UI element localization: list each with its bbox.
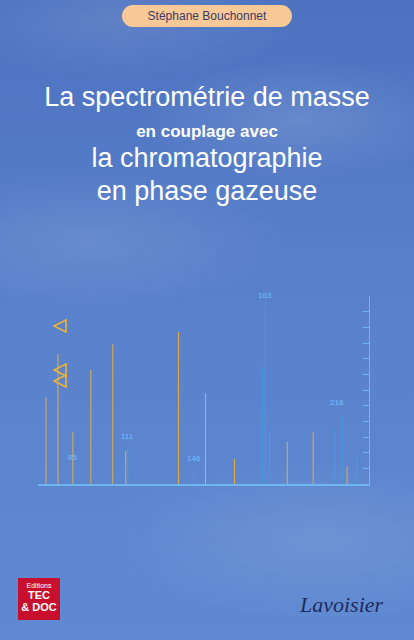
html-text:en couplage avec: en couplage avec — [136, 122, 278, 141]
html-text:Stéphane Bouchonnet: Stéphane Bouchonnet — [147, 9, 267, 23]
svg-text:111: 111 — [121, 432, 134, 441]
html-text:& DOC: & DOC — [21, 601, 57, 613]
html-text:Editions: Editions — [26, 582, 52, 589]
svg-text:163: 163 — [258, 291, 272, 300]
svg-text:85: 85 — [68, 453, 77, 462]
svg-text:218: 218 — [330, 398, 344, 407]
html-text:Lavoisier: Lavoisier — [300, 592, 384, 617]
html-text:en phase gazeuse: en phase gazeuse — [96, 176, 318, 206]
html-text:La spectrométrie de masse: La spectrométrie de masse — [44, 82, 370, 112]
html-text:la chromatographie: la chromatographie — [91, 143, 323, 173]
html-text:TEC: TEC — [28, 589, 50, 601]
svg-text:146: 146 — [187, 454, 201, 463]
